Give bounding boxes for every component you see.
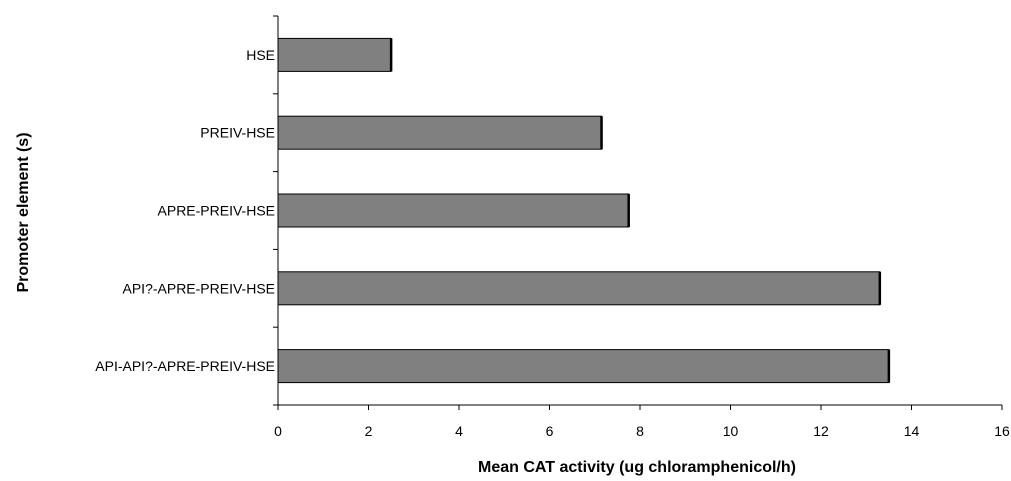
category-label: HSE	[246, 47, 275, 63]
x-tick-label: 2	[365, 423, 373, 439]
y-axis-title: Promoter element (s)	[15, 132, 32, 292]
x-tick-label: 0	[274, 423, 282, 439]
category-labels-group: HSE PREIV-HSE APRE-PREIV-HSE API?-APRE-PREI…	[95, 47, 275, 374]
category-label: APRE-PREIV-HSE	[158, 203, 275, 219]
x-ticks-group: 0 2 4 6 8 10 12 14 16	[274, 405, 1010, 439]
bar	[277, 193, 630, 228]
x-tick-label: 10	[723, 423, 739, 439]
bar	[277, 37, 392, 72]
category-label: API?-APRE-PREIV-HSE	[123, 280, 276, 296]
bars-group	[277, 37, 891, 384]
category-label: PREIV-HSE	[200, 125, 275, 141]
x-tick-label: 16	[994, 423, 1010, 439]
x-axis-title: Mean CAT activity (ug chloramphenicol/h)	[478, 459, 796, 476]
x-tick-label: 8	[636, 423, 644, 439]
x-tick-label: 12	[813, 423, 829, 439]
bar	[277, 271, 881, 306]
x-tick-label: 6	[546, 423, 554, 439]
bar	[277, 115, 603, 150]
y-ticks-group	[273, 15, 278, 406]
category-label: API-API?-APRE-PREIV-HSE	[95, 358, 275, 374]
x-tick-label: 4	[455, 423, 463, 439]
x-tick-label: 14	[904, 423, 920, 439]
bar	[277, 349, 890, 384]
